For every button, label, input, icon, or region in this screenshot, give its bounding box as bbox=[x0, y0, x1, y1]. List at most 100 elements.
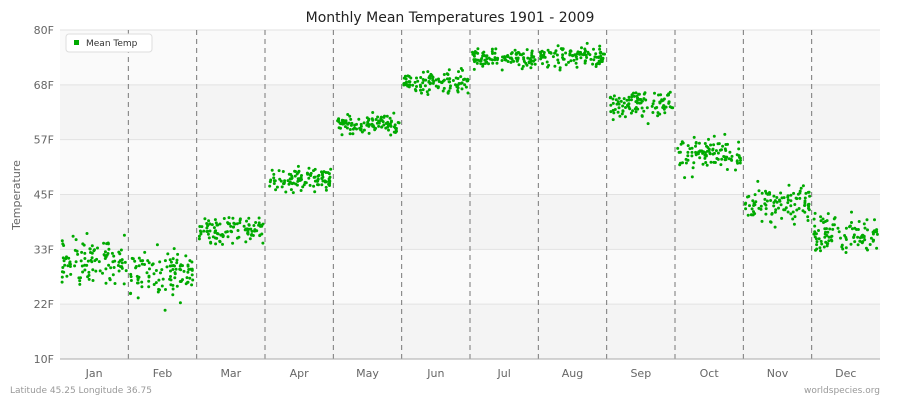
data-point bbox=[798, 191, 802, 195]
x-tick-label: Aug bbox=[562, 367, 583, 380]
data-point bbox=[111, 260, 115, 264]
data-point bbox=[78, 279, 82, 283]
data-point bbox=[711, 152, 715, 156]
data-point bbox=[117, 260, 121, 264]
data-point bbox=[748, 204, 751, 208]
x-tick-label: Oct bbox=[700, 367, 720, 380]
data-point bbox=[340, 133, 344, 137]
data-point bbox=[175, 258, 179, 262]
data-point bbox=[791, 217, 795, 221]
data-point bbox=[640, 106, 644, 110]
data-point bbox=[230, 230, 234, 234]
data-point bbox=[163, 259, 167, 263]
data-point bbox=[559, 47, 563, 51]
data-point bbox=[837, 230, 841, 234]
data-point bbox=[676, 146, 680, 150]
data-point bbox=[296, 177, 300, 181]
data-point bbox=[107, 247, 111, 251]
data-point bbox=[346, 113, 350, 116]
data-point bbox=[510, 51, 514, 55]
data-point bbox=[856, 235, 860, 239]
data-point bbox=[117, 269, 121, 273]
data-point bbox=[147, 285, 151, 289]
data-point bbox=[530, 62, 534, 66]
data-point bbox=[160, 284, 164, 288]
data-point bbox=[575, 57, 579, 61]
data-point bbox=[583, 59, 587, 63]
data-point bbox=[370, 117, 374, 121]
data-point bbox=[822, 245, 826, 249]
data-point bbox=[556, 58, 560, 62]
data-point bbox=[168, 258, 172, 262]
data-point bbox=[751, 213, 755, 217]
data-point bbox=[831, 223, 835, 227]
data-point bbox=[514, 52, 518, 56]
data-point bbox=[853, 240, 857, 244]
data-point bbox=[247, 216, 251, 220]
data-point bbox=[272, 172, 276, 176]
data-point bbox=[730, 154, 734, 158]
data-point bbox=[594, 52, 598, 56]
data-point bbox=[64, 257, 68, 261]
data-point bbox=[601, 52, 605, 56]
data-point bbox=[634, 106, 638, 109]
data-point bbox=[277, 169, 281, 173]
data-point bbox=[786, 198, 790, 202]
data-point bbox=[380, 115, 383, 119]
data-point bbox=[224, 230, 228, 234]
data-point bbox=[89, 251, 92, 254]
data-point bbox=[753, 193, 757, 197]
data-point bbox=[801, 209, 805, 213]
data-point bbox=[568, 52, 572, 56]
data-point bbox=[442, 86, 446, 90]
data-point bbox=[184, 254, 188, 258]
data-point bbox=[421, 88, 425, 92]
data-point bbox=[807, 202, 811, 206]
data-point bbox=[154, 281, 158, 285]
data-point bbox=[90, 244, 94, 248]
data-point bbox=[680, 140, 684, 144]
data-point bbox=[873, 230, 877, 234]
data-point bbox=[617, 106, 621, 110]
data-point bbox=[574, 61, 578, 65]
data-point bbox=[831, 227, 835, 231]
data-point bbox=[697, 141, 701, 145]
data-point bbox=[549, 51, 552, 55]
data-point bbox=[179, 268, 183, 272]
data-point bbox=[313, 190, 317, 194]
data-point bbox=[299, 189, 303, 192]
data-point bbox=[608, 96, 612, 100]
data-point bbox=[769, 199, 773, 202]
data-point bbox=[703, 151, 707, 155]
data-point bbox=[594, 62, 598, 66]
data-point bbox=[490, 47, 494, 51]
data-point bbox=[188, 276, 192, 280]
data-point bbox=[371, 111, 375, 114]
data-point bbox=[160, 268, 164, 272]
data-point bbox=[533, 62, 537, 66]
data-point bbox=[428, 76, 432, 80]
data-point bbox=[619, 99, 623, 103]
data-point bbox=[156, 290, 160, 294]
data-point bbox=[362, 128, 366, 132]
data-point bbox=[459, 75, 463, 79]
data-point bbox=[848, 224, 852, 228]
y-axis-ticks: 10F 22F 33F 45F 57F 68F 80F bbox=[34, 24, 54, 366]
data-point bbox=[476, 47, 480, 51]
data-point bbox=[403, 81, 407, 85]
data-point bbox=[88, 247, 92, 251]
data-point bbox=[133, 259, 137, 263]
data-point bbox=[120, 266, 124, 270]
data-point bbox=[644, 98, 648, 102]
data-point bbox=[844, 236, 848, 239]
data-point bbox=[411, 83, 415, 87]
data-point bbox=[529, 66, 533, 70]
data-point bbox=[668, 90, 672, 94]
data-point bbox=[244, 240, 248, 244]
data-point bbox=[812, 217, 816, 221]
data-point bbox=[546, 65, 550, 69]
data-point bbox=[474, 58, 477, 62]
data-point bbox=[329, 167, 333, 171]
data-point bbox=[852, 233, 856, 237]
